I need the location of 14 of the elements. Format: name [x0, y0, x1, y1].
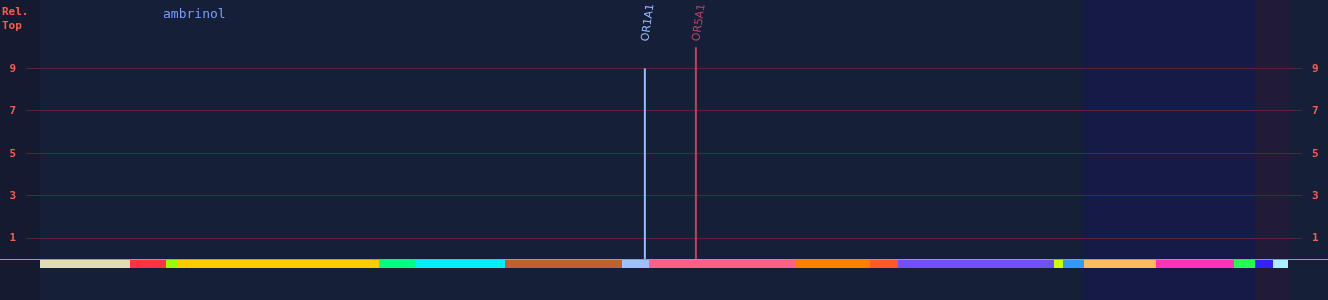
x-tick-label: OR5A1 [689, 2, 708, 43]
x-tick-label: OR1A1 [638, 2, 657, 43]
y-tick-label: 5 [9, 146, 16, 160]
y2-tick-label: 5 [1312, 146, 1319, 160]
y-tick-label: 3 [9, 188, 16, 202]
y2-tick-label: 3 [1312, 188, 1319, 202]
y-tick-label: 7 [9, 104, 16, 118]
y2-tick-label: 9 [1312, 61, 1319, 75]
y2-tick-label: 1 [1312, 231, 1319, 245]
y-tick-label: 9 [9, 61, 16, 75]
y2-tick-label: 7 [1312, 104, 1319, 118]
y-tick-label: 1 [9, 231, 17, 245]
chart-title: ambrinol [163, 6, 226, 21]
y-axis-title: Rel. Top [2, 4, 29, 32]
